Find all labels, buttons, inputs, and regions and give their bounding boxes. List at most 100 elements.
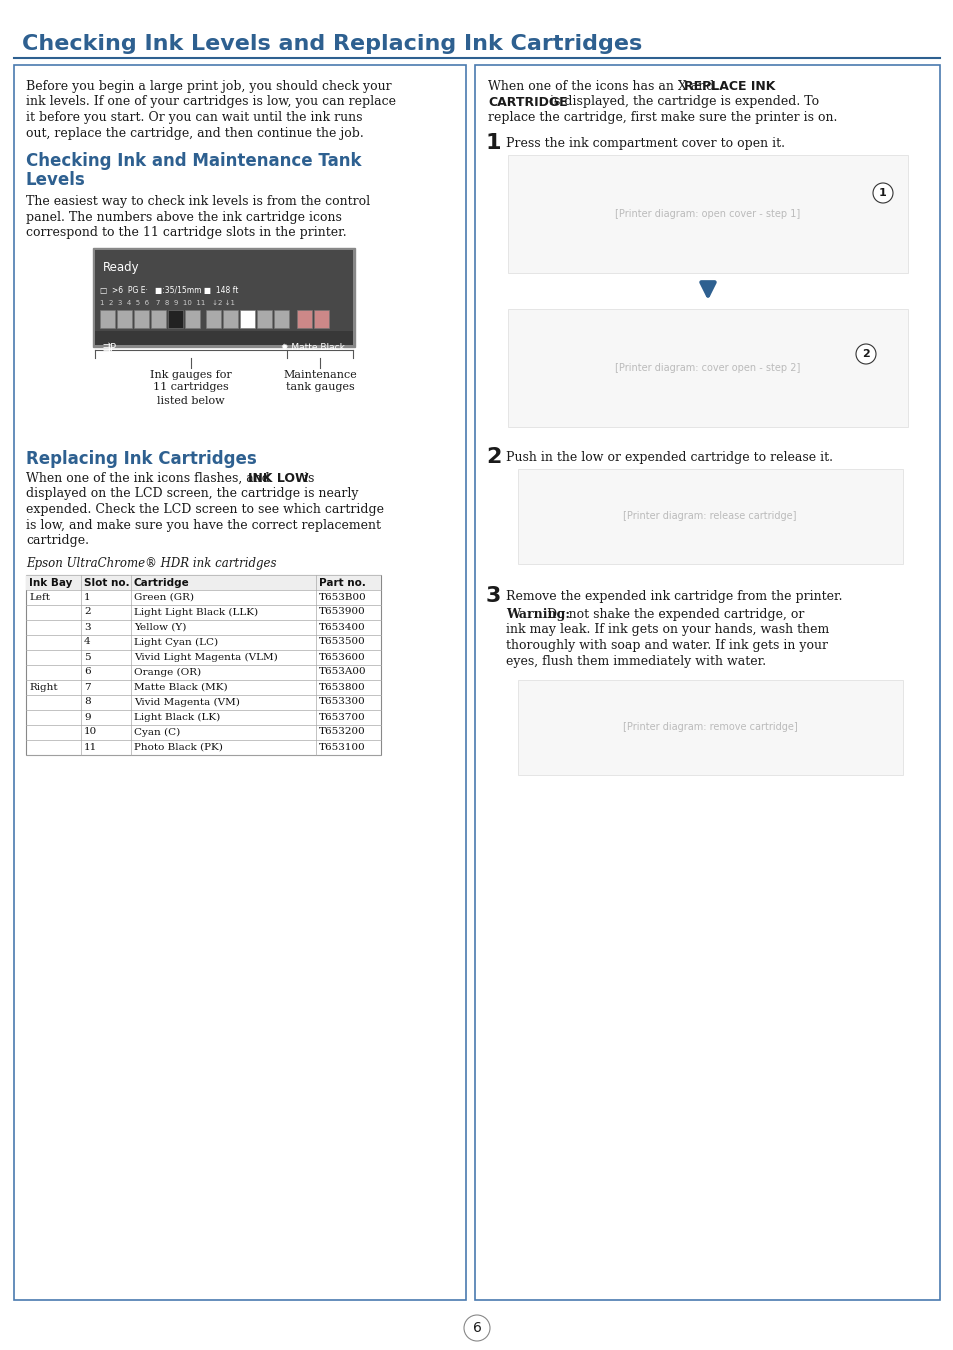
Text: Light Light Black (LLK): Light Light Black (LLK) xyxy=(133,608,258,617)
Bar xyxy=(507,309,907,427)
Text: 7: 7 xyxy=(84,683,91,691)
Text: 10: 10 xyxy=(84,728,97,737)
Text: 5: 5 xyxy=(84,652,91,662)
Text: Vivid Magenta (VM): Vivid Magenta (VM) xyxy=(133,698,239,706)
Text: T653800: T653800 xyxy=(318,683,365,691)
Text: 2: 2 xyxy=(862,350,869,359)
Circle shape xyxy=(855,344,875,364)
Text: Do not shake the expended cartridge, or: Do not shake the expended cartridge, or xyxy=(542,608,803,621)
Bar xyxy=(92,247,355,347)
Text: T653900: T653900 xyxy=(318,608,365,617)
Text: 1: 1 xyxy=(879,188,886,198)
Bar xyxy=(206,309,221,328)
Text: 1  2  3  4  5  6   7  8  9  10  11   ↓2 ↓1: 1 2 3 4 5 6 7 8 9 10 11 ↓2 ↓1 xyxy=(100,300,234,305)
Text: it before you start. Or you can wait until the ink runs: it before you start. Or you can wait unt… xyxy=(26,111,362,124)
Text: T653B00: T653B00 xyxy=(318,593,366,602)
Text: panel. The numbers above the ink cartridge icons: panel. The numbers above the ink cartrid… xyxy=(26,211,341,224)
Text: Checking Ink Levels and Replacing Ink Cartridges: Checking Ink Levels and Replacing Ink Ca… xyxy=(22,34,641,54)
Text: 2: 2 xyxy=(84,608,91,617)
Text: Photo Black (PK): Photo Black (PK) xyxy=(133,743,223,752)
Bar xyxy=(274,309,289,328)
Text: Right: Right xyxy=(29,683,57,691)
Text: 2: 2 xyxy=(485,447,501,467)
Text: [Printer diagram: open cover - step 1]: [Printer diagram: open cover - step 1] xyxy=(615,209,800,219)
Text: T653500: T653500 xyxy=(318,637,365,647)
Text: ✹ Matte Black: ✹ Matte Black xyxy=(281,343,345,351)
Text: correspond to the 11 cartridge slots in the printer.: correspond to the 11 cartridge slots in … xyxy=(26,225,346,239)
Text: [Printer diagram: release cartridge]: [Printer diagram: release cartridge] xyxy=(622,512,796,521)
Text: Part no.: Part no. xyxy=(318,578,366,587)
Text: expended. Check the LCD screen to see which cartridge: expended. Check the LCD screen to see wh… xyxy=(26,504,384,516)
Text: tank gauges: tank gauges xyxy=(285,382,354,393)
Text: is low, and make sure you have the correct replacement: is low, and make sure you have the corre… xyxy=(26,518,380,532)
Bar xyxy=(100,309,115,328)
Text: replace the cartridge, first make sure the printer is on.: replace the cartridge, first make sure t… xyxy=(488,111,837,124)
Text: Ink Bay: Ink Bay xyxy=(29,578,72,587)
Text: When one of the ink icons flashes, and: When one of the ink icons flashes, and xyxy=(26,472,274,485)
Text: When one of the icons has an X and: When one of the icons has an X and xyxy=(488,80,718,93)
Text: T653A00: T653A00 xyxy=(318,667,366,676)
Text: ink levels. If one of your cartridges is low, you can replace: ink levels. If one of your cartridges is… xyxy=(26,96,395,108)
Bar xyxy=(517,468,902,564)
Text: INK LOW: INK LOW xyxy=(248,472,309,485)
Bar xyxy=(117,309,132,328)
Bar xyxy=(185,309,200,328)
Text: REPLACE INK: REPLACE INK xyxy=(683,80,775,93)
Bar xyxy=(26,575,380,755)
Bar xyxy=(14,65,465,1300)
Text: 1: 1 xyxy=(485,134,501,153)
Text: 8: 8 xyxy=(84,698,91,706)
Text: is: is xyxy=(299,472,314,485)
Bar xyxy=(26,575,380,590)
Text: [Printer diagram: cover open - step 2]: [Printer diagram: cover open - step 2] xyxy=(615,363,800,373)
Text: T653700: T653700 xyxy=(318,713,365,721)
Bar xyxy=(507,155,907,273)
Text: Yellow (Y): Yellow (Y) xyxy=(133,622,186,632)
Text: Push in the low or expended cartridge to release it.: Push in the low or expended cartridge to… xyxy=(505,451,832,464)
Bar xyxy=(133,309,149,328)
Text: listed below: listed below xyxy=(157,396,225,405)
Text: Ink gauges for: Ink gauges for xyxy=(150,370,232,379)
Bar xyxy=(151,309,166,328)
Text: [Printer diagram: remove cartridge]: [Printer diagram: remove cartridge] xyxy=(622,722,797,732)
Text: T653300: T653300 xyxy=(318,698,365,706)
Text: Replacing Ink Cartridges: Replacing Ink Cartridges xyxy=(26,450,256,468)
Text: thoroughly with soap and water. If ink gets in your: thoroughly with soap and water. If ink g… xyxy=(505,639,827,652)
Text: Cyan (C): Cyan (C) xyxy=(133,728,180,737)
Bar xyxy=(95,331,353,344)
Text: ⇶P: ⇶P xyxy=(103,343,117,352)
Text: Warning:: Warning: xyxy=(505,608,569,621)
Bar xyxy=(517,680,902,775)
Bar xyxy=(168,309,183,328)
Text: ink may leak. If ink gets on your hands, wash them: ink may leak. If ink gets on your hands,… xyxy=(505,624,828,636)
Bar xyxy=(240,309,254,328)
Circle shape xyxy=(463,1315,490,1341)
Bar xyxy=(95,250,353,344)
Text: The easiest way to check ink levels is from the control: The easiest way to check ink levels is f… xyxy=(26,194,370,208)
Text: Cartridge: Cartridge xyxy=(133,578,190,587)
Text: 11: 11 xyxy=(84,743,97,752)
Text: T653100: T653100 xyxy=(318,743,365,752)
Text: T653400: T653400 xyxy=(318,622,365,632)
Bar xyxy=(475,65,939,1300)
Text: Vivid Light Magenta (VLM): Vivid Light Magenta (VLM) xyxy=(133,652,277,662)
Text: Epson UltraChrome® HDR ink cartridges: Epson UltraChrome® HDR ink cartridges xyxy=(26,558,276,571)
Text: 6: 6 xyxy=(472,1322,481,1335)
Text: eyes, flush them immediately with water.: eyes, flush them immediately with water. xyxy=(505,655,765,667)
Text: 3: 3 xyxy=(485,586,501,606)
Text: Slot no.: Slot no. xyxy=(84,578,130,587)
Text: □  >6  PG E·   ■:35/15mm ■  148 ft: □ >6 PG E· ■:35/15mm ■ 148 ft xyxy=(100,285,238,294)
Bar xyxy=(223,309,237,328)
Text: CARTRIDGE: CARTRIDGE xyxy=(488,96,567,108)
Text: Checking Ink and Maintenance Tank: Checking Ink and Maintenance Tank xyxy=(26,153,361,170)
Text: Maintenance: Maintenance xyxy=(283,370,356,379)
Text: Before you begin a large print job, you should check your: Before you begin a large print job, you … xyxy=(26,80,392,93)
Text: 6: 6 xyxy=(84,667,91,676)
Text: Orange (OR): Orange (OR) xyxy=(133,667,201,676)
Text: T653200: T653200 xyxy=(318,728,365,737)
Text: Press the ink compartment cover to open it.: Press the ink compartment cover to open … xyxy=(505,136,784,150)
Text: is displayed, the cartridge is expended. To: is displayed, the cartridge is expended.… xyxy=(545,96,819,108)
Text: Light Black (LK): Light Black (LK) xyxy=(133,713,220,722)
Circle shape xyxy=(872,184,892,202)
Text: 1: 1 xyxy=(84,593,91,602)
